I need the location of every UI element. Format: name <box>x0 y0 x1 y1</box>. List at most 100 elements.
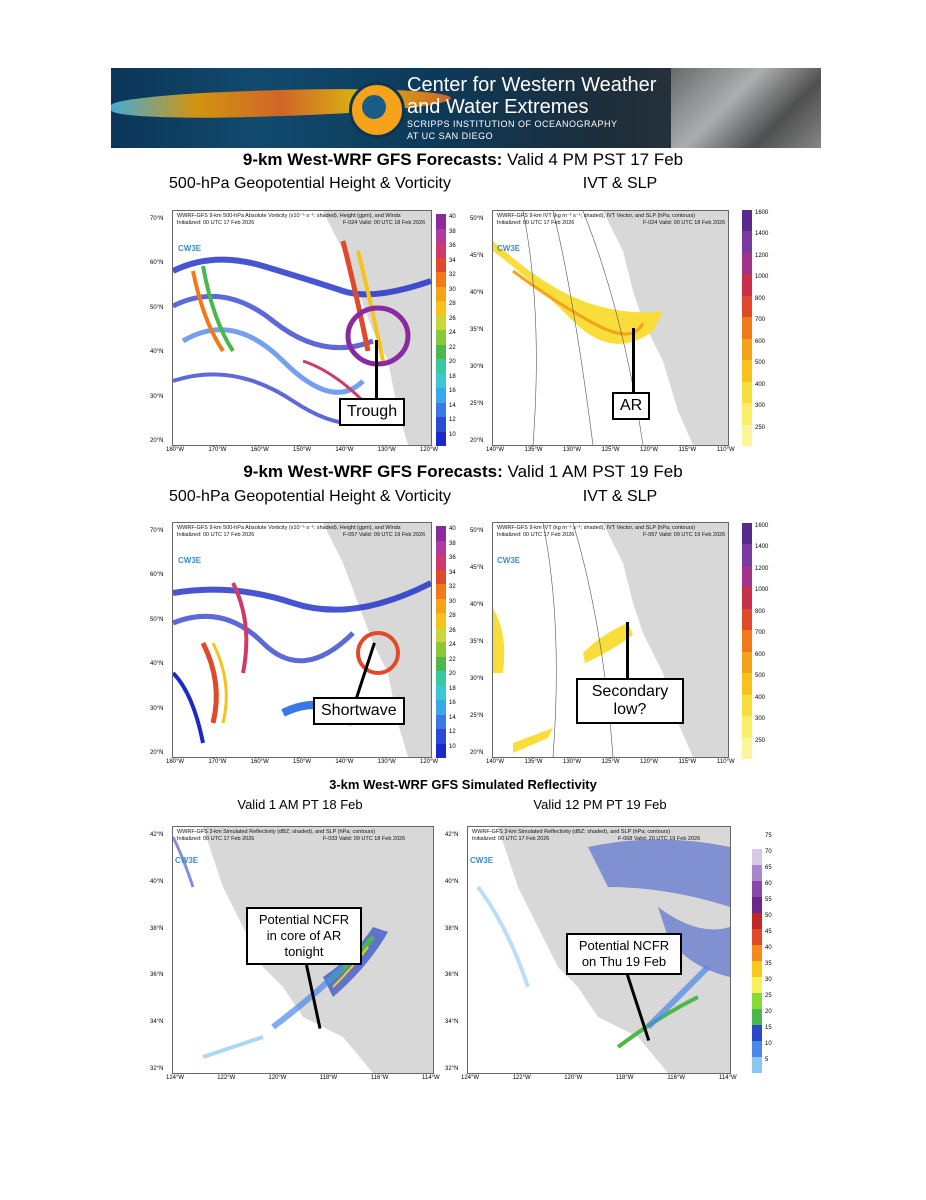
banner-line-4: AT UC SAN DIEGO <box>407 131 494 141</box>
vort1-lat-label: 40°N <box>150 349 164 356</box>
cw3e-logo-text: CW3E <box>178 244 202 253</box>
ref1-lon-label: 122°W <box>217 1075 236 1081</box>
ivt2-lat-label: 40°N <box>470 602 484 608</box>
subtitle-ivt-2: IVT & SLP <box>582 488 658 505</box>
colorbar-segment <box>742 523 752 545</box>
ivt1-lat-label: 35°N <box>470 327 484 333</box>
vort2-lat-label: 60°N <box>150 572 164 579</box>
colorbar-label: 14 <box>449 402 456 409</box>
ref2-lat-label: 32°N <box>445 1066 459 1072</box>
cw3e-logo-icon <box>349 82 405 138</box>
callout-shortwave: Shortwave <box>313 697 405 725</box>
colorbar-segment <box>436 344 446 359</box>
colorbar-label: 250 <box>755 737 766 744</box>
colorbar-label: 400 <box>755 694 766 701</box>
colorbar-label: 600 <box>755 338 766 345</box>
vort1-lon-label: 130°W <box>377 447 396 453</box>
colorbar-label: 12 <box>449 729 456 735</box>
colorbar-label: 32 <box>449 272 456 278</box>
ref1-lon-label: 124°W <box>166 1075 185 1081</box>
colorbar-segment <box>752 833 762 849</box>
colorbar-segment <box>742 295 752 318</box>
vort1-lat-label: 50°N <box>150 304 164 311</box>
colorbar-label: 10 <box>449 743 456 750</box>
colorbar-label: 700 <box>755 630 766 637</box>
vort1-lon-label: 160°W <box>250 447 269 453</box>
subtitle-vorticity-2: 500-hPa Geopotential Height & Vorticity <box>169 488 451 505</box>
ivt1-lon-label: 120°W <box>640 447 659 453</box>
ref2-lon-label: 114°W <box>719 1075 737 1081</box>
colorbar-label: 30 <box>449 286 456 293</box>
colorbar-label: 26 <box>449 315 456 322</box>
vort2-lat-label: 20°N <box>150 750 164 756</box>
colorbar-label: 800 <box>755 608 766 615</box>
ivt2-lon-label: 140°W <box>486 759 505 765</box>
colorbar-segment <box>742 608 752 631</box>
header-line-1: WWRF-GFS 9-km IVT (kg m⁻¹ s⁻¹; shaded), … <box>497 525 696 531</box>
colorbar-label: 1400 <box>755 231 769 238</box>
colorbar-label: 34 <box>449 257 456 264</box>
ivt2-lon-label: 120°W <box>640 759 659 765</box>
colorbar-segment <box>742 403 752 425</box>
colorbar-segment <box>436 228 446 243</box>
colorbar-label: 18 <box>449 373 456 380</box>
colorbar-segment <box>752 1009 762 1025</box>
colorbar-label: 1200 <box>755 252 769 259</box>
ivt1-lat-label: 45°N <box>470 253 484 259</box>
colorbar-segment <box>436 214 446 229</box>
vort2-lon-label: 170°W <box>208 759 227 765</box>
cw3e-logo-text: CW3E <box>175 856 199 865</box>
ref2-lon-label: 116°W <box>667 1075 686 1081</box>
colorbar-label: 600 <box>755 651 766 658</box>
colorbar-segment <box>752 1041 762 1057</box>
callout-secondary-low: Secondary low? <box>576 678 684 724</box>
colorbar-segment <box>436 359 446 374</box>
vort2-lat-label: 30°N <box>150 705 164 712</box>
colorbar-segment <box>742 651 752 674</box>
vort1-lon-label: 140°W <box>335 447 354 453</box>
section-title-3: 3-km West-WRF GFS Simulated Reflectivity <box>329 777 597 792</box>
colorbar-label: 70 <box>765 849 772 855</box>
ref2-lat-label: 42°N <box>445 832 459 838</box>
header-line-2: Initialized: 00 UTC 17 Feb 2026 <box>177 532 255 538</box>
colorbar-segment <box>436 627 446 642</box>
colorbar-segment <box>752 977 762 993</box>
ivt-colorbar-1 <box>742 210 752 446</box>
colorbar-label: 1200 <box>755 565 769 572</box>
ref1-lat-label: 42°N <box>150 832 164 838</box>
colorbar-segment <box>436 417 446 432</box>
subtitle-vorticity-1: 500-hPa Geopotential Height & Vorticity <box>169 175 451 192</box>
colorbar-label: 22 <box>449 344 456 351</box>
section-title-1: 9-km West-WRF GFS Forecasts: Valid 4 PM … <box>242 150 684 169</box>
header-line-3: F-057 Valid: 09 UTC 19 Feb 2026 <box>643 532 726 538</box>
colorbar-segment <box>752 881 762 897</box>
colorbar-segment <box>436 540 446 555</box>
ref1-lat-label: 32°N <box>150 1066 164 1072</box>
vort1-lat-label: 70°N <box>150 216 164 222</box>
colorbar-segment <box>742 424 752 446</box>
vort1-lat-label: 20°N <box>150 438 164 444</box>
colorbar-segment <box>436 598 446 613</box>
colorbar-segment <box>752 929 762 945</box>
terrain-image <box>671 68 821 148</box>
callout-trough: Trough <box>339 398 406 426</box>
colorbar-segment <box>436 526 446 541</box>
colorbar-segment <box>752 897 762 913</box>
ivt1-lat-label: 25°N <box>470 401 484 407</box>
ivt1-lon-label: 110°W <box>717 447 735 453</box>
colorbar-segment <box>742 210 752 232</box>
ivt2-lon-label: 130°W <box>563 759 582 765</box>
colorbar-label: 30 <box>449 598 456 605</box>
colorbar-label: 1000 <box>755 587 769 594</box>
colorbar-segment <box>436 272 446 287</box>
vort1-lat-label: 30°N <box>150 393 164 400</box>
colorbar-segment <box>752 993 762 1009</box>
vort1-lon-label: 180°W <box>166 447 185 453</box>
ivt-colorbar-2 <box>742 523 752 759</box>
colorbar-segment <box>742 737 752 759</box>
colorbar-label: 10 <box>765 1041 772 1047</box>
header-line-3: F-024 Valid: 00 UTC 18 Feb 2026 <box>343 220 426 226</box>
ref2-lat-label: 38°N <box>445 925 459 932</box>
header-line-3: F-033 Valid: 09 UTC 18 Feb 2026 <box>323 836 406 842</box>
colorbar-label: 45 <box>765 929 772 935</box>
